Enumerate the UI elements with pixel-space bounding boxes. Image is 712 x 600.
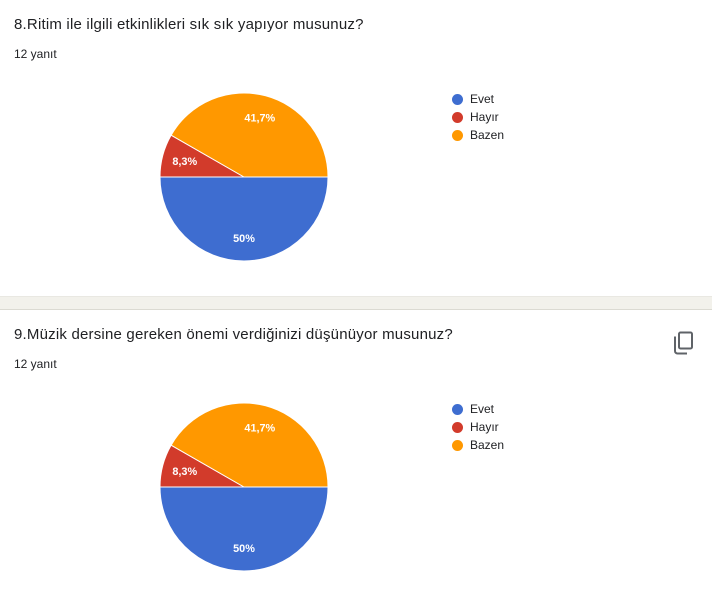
legend-dot-bazen [452, 129, 463, 141]
pie-chart: 50% 8,3% 41,7% [159, 92, 329, 262]
legend-item-evet: Evet [452, 90, 504, 108]
legend-item-hayir: Hayır [452, 108, 504, 126]
question-title: 9.Müzik dersine gereken önemi verdiğiniz… [14, 326, 453, 343]
question-card-8: 8.Ritim ile ilgili etkinlikleri sık sık … [0, 0, 712, 296]
legend-label-evet: Evet [470, 92, 495, 106]
pie-slice-bazen [170, 92, 329, 178]
question-title: 8.Ritim ile ilgili etkinlikleri sık sık … [14, 16, 364, 33]
legend-dot-evet [452, 403, 463, 415]
pie-slice-bazen [170, 402, 329, 488]
legend-item-evet: Evet [452, 400, 504, 418]
pie-slice-evet [159, 176, 329, 262]
copy-icon [674, 331, 693, 355]
legend-label-hayir: Hayır [470, 420, 499, 434]
legend-dot-bazen [452, 439, 463, 451]
slice-value-label: 50% [233, 543, 255, 555]
response-count: 12 yanıt [14, 357, 57, 371]
question-card-9: 9.Müzik dersine gereken önemi verdiğiniz… [0, 310, 712, 600]
legend-label-hayir: Hayır [470, 110, 499, 124]
legend-label-evet: Evet [470, 402, 495, 416]
legend-label-bazen: Bazen [470, 128, 505, 142]
legend-dot-evet [452, 93, 463, 105]
pie-chart: 50% 8,3% 41,7% [159, 402, 329, 572]
chart-legend: Evet Hayır Bazen [452, 400, 504, 454]
card-divider [0, 296, 712, 310]
chart-legend: Evet Hayır Bazen [452, 90, 504, 144]
legend-item-hayir: Hayır [452, 418, 504, 436]
slice-value-label: 41,7% [244, 113, 275, 125]
legend-item-bazen: Bazen [452, 126, 504, 144]
slice-value-label: 8,3% [172, 156, 197, 168]
response-count: 12 yanıt [14, 47, 57, 61]
legend-item-bazen: Bazen [452, 436, 504, 454]
legend-dot-hayir [452, 421, 463, 433]
slice-value-label: 8,3% [172, 466, 197, 478]
slice-value-label: 41,7% [244, 423, 275, 435]
copy-chart-button[interactable] [669, 327, 699, 359]
pie-slice-evet [159, 486, 329, 572]
legend-label-bazen: Bazen [470, 438, 505, 452]
legend-dot-hayir [452, 111, 463, 123]
slice-value-label: 50% [233, 233, 255, 245]
